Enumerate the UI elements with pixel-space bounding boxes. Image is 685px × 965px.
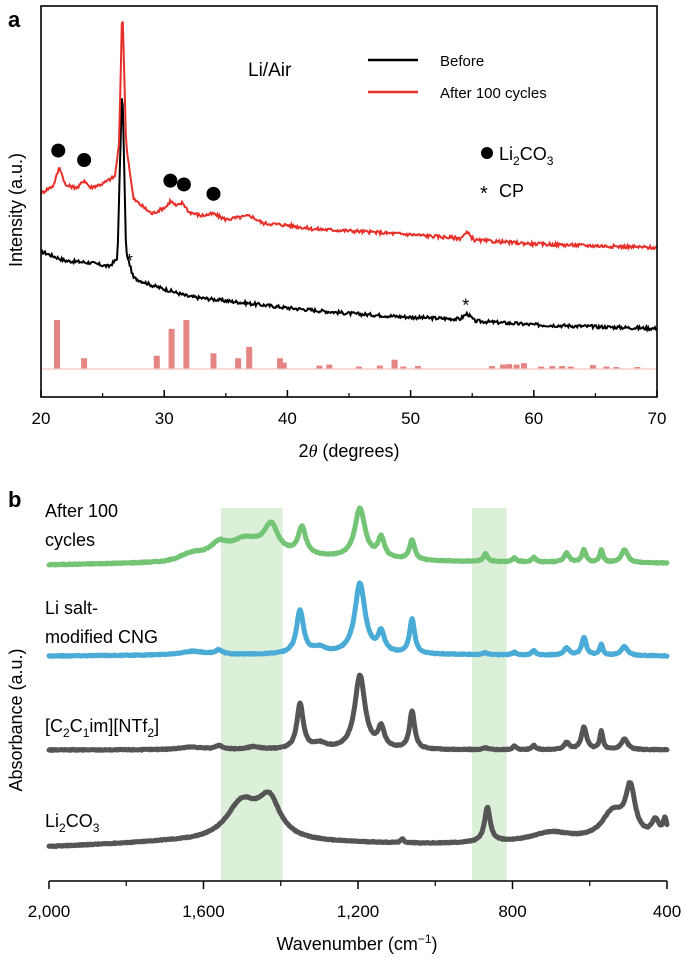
legend-cp-label: CP	[499, 181, 524, 201]
b-x-tick-label-2000: 2,000	[28, 902, 71, 921]
reference-stick-22	[538, 366, 545, 369]
panel-a-label: a	[8, 7, 21, 32]
b-x-tick-label-800: 800	[498, 902, 526, 921]
b-x-tick-label-400: 400	[653, 902, 681, 921]
cp-marker-1: *	[462, 295, 469, 315]
panel-b-x-ticks: 2,000 1,600 1,200 800 400	[28, 881, 681, 921]
panel-b-ylabel: Absorbance (a.u.)	[6, 648, 26, 791]
reference-stick-24	[559, 366, 566, 369]
b-x-tick-label-1200: 1,200	[337, 902, 380, 921]
panel-a-cp-markers: **	[126, 251, 469, 315]
spectrum-after-100-cycles	[46, 505, 670, 568]
reference-stick-3	[168, 328, 175, 369]
panel-a-li2co3-markers	[51, 143, 221, 201]
legend-after-label: After 100 cycles	[440, 85, 547, 102]
spectrum--c2c1im-ntf2-	[46, 672, 670, 753]
shaded-band-0	[220, 508, 283, 881]
series-line-after-100-cycles	[40, 21, 658, 252]
cp-marker-0: *	[126, 251, 133, 271]
li2co3-marker-4	[206, 186, 221, 201]
reference-stick-23	[549, 366, 556, 369]
reference-stick-8	[277, 358, 284, 369]
panel-b-series	[46, 505, 670, 850]
legend-cp-star: *	[480, 183, 488, 205]
reference-stick-27	[603, 366, 610, 369]
series-label-after-line2: cycles	[45, 530, 95, 550]
spectrum-li2co3	[46, 780, 670, 850]
reference-stick-16	[414, 366, 421, 369]
panel-a-x-ticks: 20 30 40 50 60 70	[32, 390, 667, 428]
series-line-before	[40, 98, 657, 333]
reference-stick-15	[400, 366, 407, 369]
x-tick-label-30: 30	[155, 409, 174, 428]
series-label-li2co3: Li2CO3	[45, 811, 100, 835]
reference-stick-11	[326, 364, 333, 369]
legend-before-label: Before	[440, 53, 484, 70]
reference-stick-14	[391, 359, 398, 369]
panel-a-reference-sticks	[54, 320, 641, 369]
panel-b-label: b	[8, 487, 21, 512]
reference-stick-6	[235, 358, 242, 369]
series-label-after: After 100	[45, 501, 118, 521]
reference-stick-4	[183, 320, 190, 369]
b-x-tick-label-1600: 1,600	[182, 902, 225, 921]
reference-stick-9	[280, 362, 287, 369]
x-tick-label-60: 60	[524, 409, 543, 428]
reference-stick-13	[376, 365, 383, 369]
x-tick-label-20: 20	[32, 409, 51, 428]
reference-stick-21	[520, 363, 527, 369]
panel-a-series	[40, 21, 658, 333]
series-label-cng-line2: modified CNG	[45, 627, 158, 647]
x-tick-label-40: 40	[278, 409, 297, 428]
x-tick-label-50: 50	[401, 409, 420, 428]
reference-stick-12	[355, 366, 362, 369]
reference-stick-20	[513, 364, 520, 369]
panel-a-title: Li/Air	[248, 60, 292, 81]
legend-li2co3-dot	[481, 147, 493, 159]
series-label-cng: Li salt-	[45, 598, 98, 618]
reference-stick-5	[210, 353, 217, 369]
reference-stick-25	[567, 366, 574, 369]
panel-a-xlabel: 2θ (degrees)	[299, 441, 400, 461]
li2co3-marker-0	[51, 143, 66, 158]
legend-li2co3-label: Li2CO3	[499, 144, 554, 168]
reference-stick-26	[589, 365, 596, 369]
reference-stick-10	[316, 365, 323, 369]
x-tick-label-70: 70	[648, 409, 667, 428]
spectrum-li-salt-modified-cng	[46, 580, 670, 659]
li2co3-marker-1	[77, 153, 92, 167]
reference-stick-17	[488, 366, 495, 369]
reference-stick-1	[81, 358, 88, 369]
series-label-ionic-liquid: [C2C1im][NTf2]	[45, 716, 159, 740]
reference-stick-0	[54, 320, 61, 369]
panel-b-xlabel: Wavenumber (cm−1)	[276, 932, 437, 954]
li2co3-marker-3	[176, 177, 191, 192]
reference-stick-7	[246, 346, 253, 369]
reference-stick-19	[506, 364, 513, 369]
reference-stick-18	[500, 364, 506, 369]
reference-stick-28	[613, 367, 620, 369]
panel-a-frame	[40, 5, 658, 398]
reference-stick-29	[634, 367, 641, 369]
li2co3-marker-2	[163, 173, 178, 188]
panel-a-ylabel: Intensity (a.u.)	[6, 153, 26, 267]
reference-stick-2	[153, 355, 160, 369]
